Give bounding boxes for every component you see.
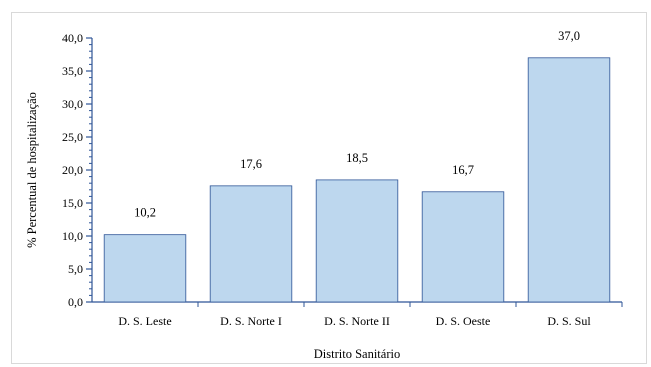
x-tick-label: D. S. Sul xyxy=(547,314,591,328)
bar xyxy=(527,57,611,303)
data-label: 17,6 xyxy=(240,157,262,171)
bar xyxy=(209,185,293,303)
bar xyxy=(315,179,399,303)
x-tick-label: D. S. Norte I xyxy=(220,314,282,328)
data-labels: 10,2 17,6 18,5 16,7 37,0 xyxy=(134,29,580,220)
y-tick-label: 40,0 xyxy=(62,31,83,45)
y-tick-label: 5,0 xyxy=(68,262,83,276)
data-label: 10,2 xyxy=(134,206,156,220)
bar xyxy=(421,191,505,303)
y-tick-label: 35,0 xyxy=(62,64,83,78)
data-label: 18,5 xyxy=(346,151,368,165)
x-axis: D. S. Leste D. S. Norte I D. S. Norte II D.… xyxy=(92,301,623,328)
x-tick-label: D. S. Oeste xyxy=(436,314,491,328)
data-label: 16,7 xyxy=(452,163,474,177)
y-tick-label: 10,0 xyxy=(62,229,83,243)
y-tick-label: 25,0 xyxy=(62,130,83,144)
bar xyxy=(103,234,187,303)
y-axis-title: % Percentual de hospitalização xyxy=(25,92,39,248)
y-tick-label: 15,0 xyxy=(62,196,83,210)
x-tick-label: D. S. Leste xyxy=(118,314,171,328)
y-axis: 0,0 5,0 10,0 15,0 20,0 25,0 30,0 35,0 40,0 xyxy=(62,31,93,309)
y-tick-label: 20,0 xyxy=(62,163,83,177)
data-label: 37,0 xyxy=(558,29,580,43)
bars xyxy=(103,57,611,303)
x-axis-title: Distrito Sanitário xyxy=(314,347,400,361)
y-tick-label: 0,0 xyxy=(68,295,83,309)
x-tick-label: D. S. Norte II xyxy=(324,314,390,328)
y-tick-label: 30,0 xyxy=(62,97,83,111)
